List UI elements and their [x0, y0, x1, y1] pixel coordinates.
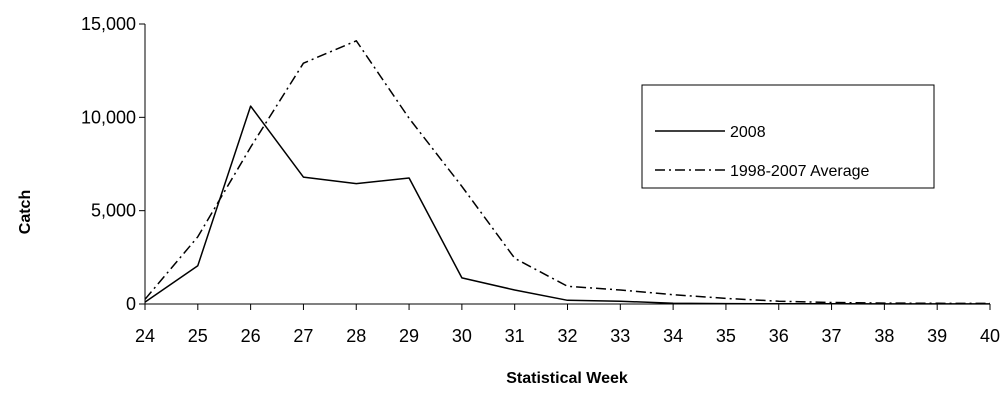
x-tick-label: 29 — [399, 326, 419, 346]
x-tick-label: 37 — [822, 326, 842, 346]
legend-label-2008: 2008 — [730, 124, 766, 141]
y-axis-title: Catch — [17, 190, 34, 234]
y-tick-label: 0 — [126, 294, 136, 314]
x-axis-title: Statistical Week — [506, 370, 628, 387]
x-tick-label: 40 — [980, 326, 1000, 346]
x-tick-label: 30 — [452, 326, 472, 346]
legend-box — [641, 84, 935, 189]
x-tick-label: 24 — [135, 326, 155, 346]
x-tick-label: 32 — [557, 326, 577, 346]
series-line-2008 — [144, 105, 990, 305]
x-tick-label: 33 — [610, 326, 630, 346]
legend-label-average: 1998-2007 Average — [730, 163, 869, 180]
x-tick-label: 26 — [241, 326, 261, 346]
x-tick-label: 35 — [716, 326, 736, 346]
x-tick-label: 34 — [663, 326, 683, 346]
y-tick-label: 5,000 — [91, 201, 136, 221]
y-tick-label: 15,000 — [81, 14, 136, 34]
x-tick-label: 38 — [874, 326, 894, 346]
x-tick-label: 36 — [769, 326, 789, 346]
legend: 2008 1998-2007 Average — [641, 84, 935, 189]
x-tick-label: 39 — [927, 326, 947, 346]
x-tick-label: 28 — [346, 326, 366, 346]
x-tick-label: 31 — [505, 326, 525, 346]
x-axis: 24 25 26 27 28 29 30 31 32 33 34 35 36 37 38 39 40 — [135, 303, 1000, 346]
y-tick-label: 10,000 — [81, 107, 136, 127]
x-tick-label: 25 — [188, 326, 208, 346]
series-layer — [144, 40, 991, 305]
y-axis: 0 5,000 10,000 15,000 — [81, 14, 146, 314]
x-tick-label: 27 — [293, 326, 313, 346]
